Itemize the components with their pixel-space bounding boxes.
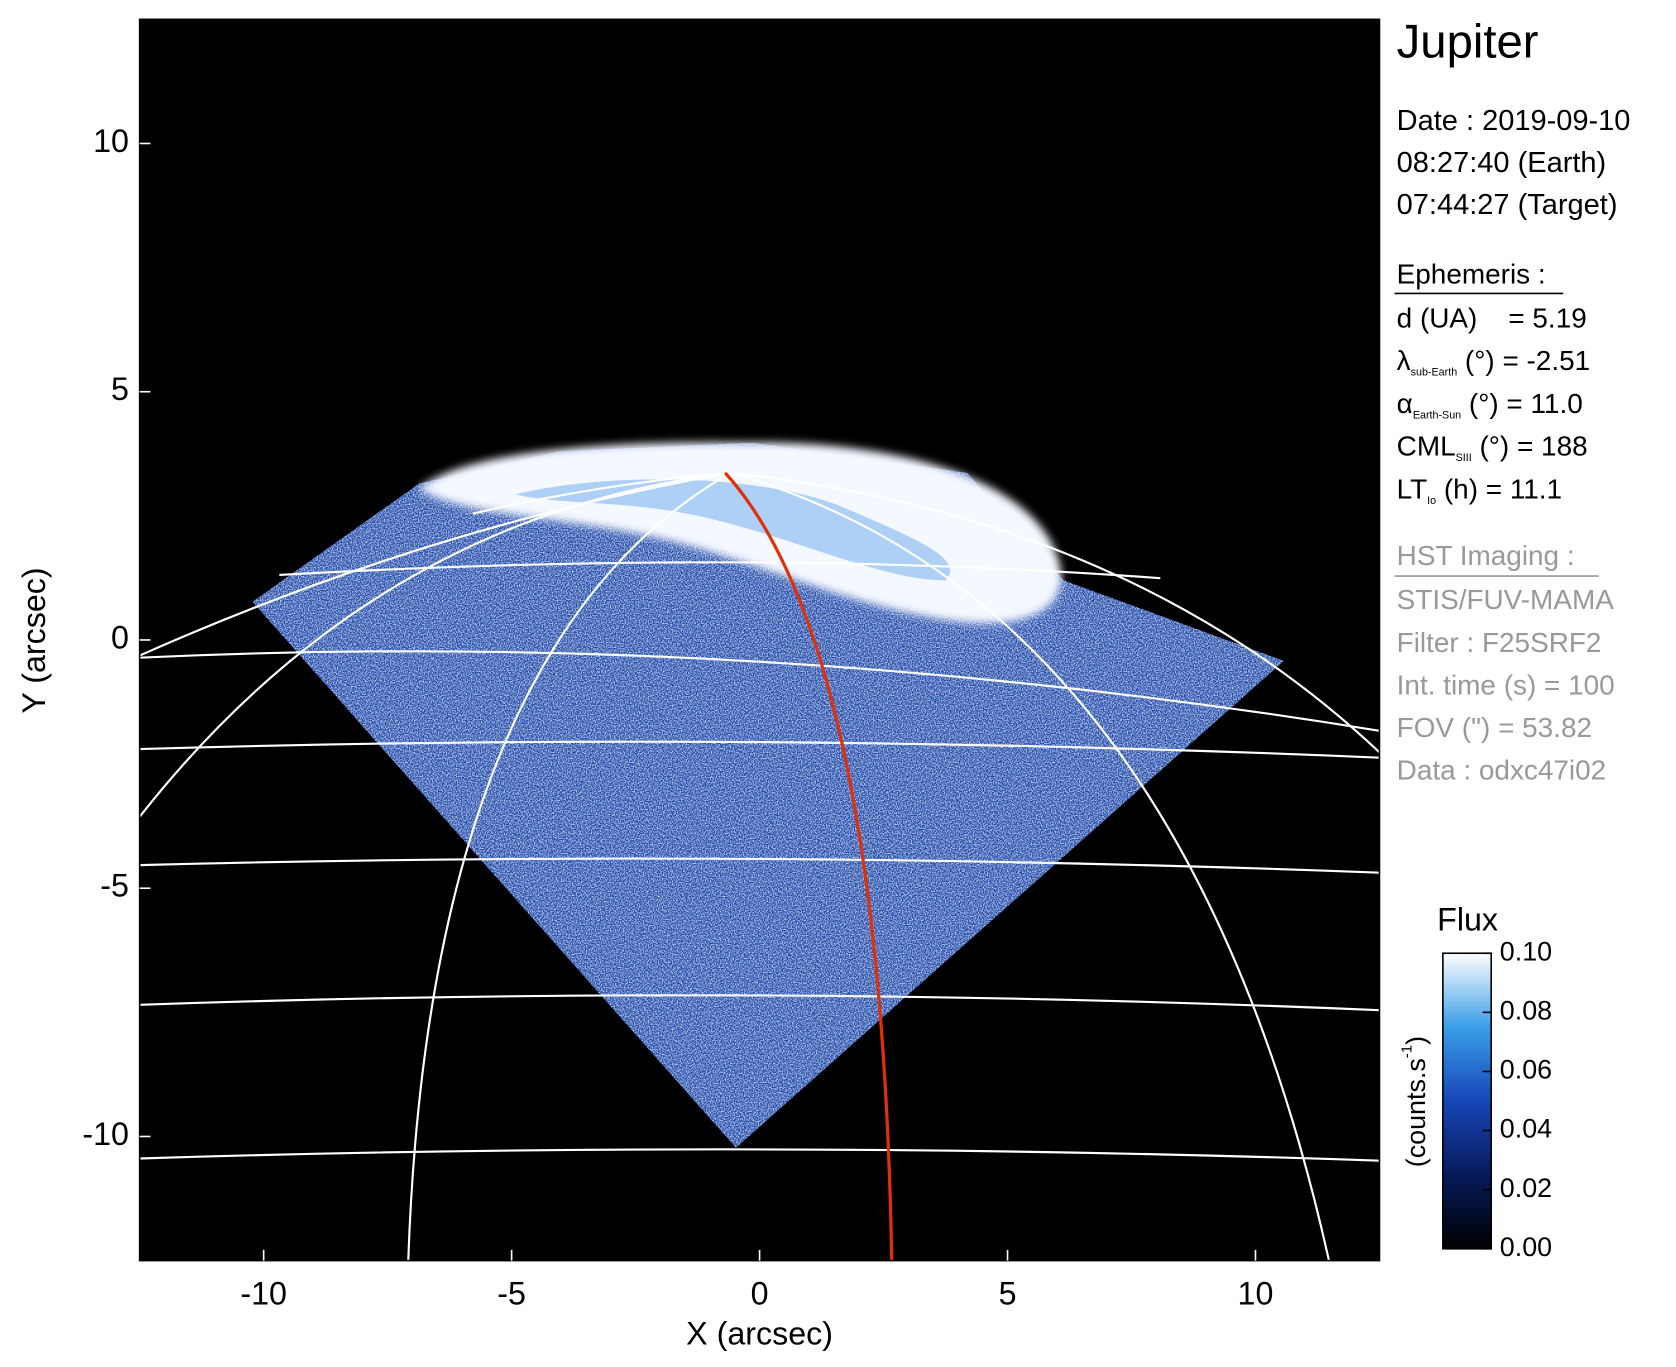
x-tick-label: 10 xyxy=(1238,1276,1274,1312)
date-line: Date : 2019-09-10 xyxy=(1397,105,1631,137)
colorbar-label-main: (counts.s xyxy=(1401,1058,1431,1167)
ephemeris-value: (°) = -2.51 xyxy=(1457,345,1590,376)
ephemeris-value: (h) = 11.1 xyxy=(1436,474,1562,505)
ephemeris-line: CMLSIII (°) = 188 xyxy=(1397,431,1588,464)
imaging-line: STIS/FUV-MAMA xyxy=(1397,584,1615,615)
ephemeris-line: αEarth-Sun (°) = 11.0 xyxy=(1397,388,1583,421)
x-tick-label: 5 xyxy=(999,1276,1017,1312)
x-tick-label: 0 xyxy=(751,1276,769,1312)
colorbar-label-end: ) xyxy=(1401,1036,1431,1045)
y-tick-label: 5 xyxy=(111,371,129,407)
ephemeris-line: d (UA) = 5.19 xyxy=(1397,303,1587,334)
colorbar-tick-label: 0.06 xyxy=(1500,1055,1552,1085)
ephemeris-symbol: CML xyxy=(1397,431,1456,462)
colorbar xyxy=(1442,952,1493,1250)
central-meridian xyxy=(723,471,894,1261)
ephemeris-value: (°) = 188 xyxy=(1472,431,1588,462)
y-tick-label: -5 xyxy=(100,868,129,904)
ephemeris-symbol: λ xyxy=(1397,345,1411,376)
colorbar-tick-label: 0.02 xyxy=(1500,1173,1552,1203)
ephemeris-line: λsub-Earth (°) = -2.51 xyxy=(1397,345,1590,378)
x-tick-label: -10 xyxy=(240,1276,287,1312)
x-tick-label: -5 xyxy=(497,1276,526,1312)
imaging-line: FOV (") = 53.82 xyxy=(1397,712,1592,743)
y-tick-label: 0 xyxy=(111,619,129,655)
imaging-line: Int. time (s) = 100 xyxy=(1397,669,1615,700)
colorbar-label-sup: -1 xyxy=(1398,1045,1415,1058)
graticule xyxy=(139,471,1380,1261)
colorbar-tick-label: 0.04 xyxy=(1500,1114,1552,1144)
colorbar-title: Flux xyxy=(1437,902,1498,938)
detector-field xyxy=(252,442,1284,1148)
ephemeris-subscript: Io xyxy=(1427,495,1436,507)
y-tick-label: -10 xyxy=(82,1116,129,1152)
ephemeris-title: Ephemeris : xyxy=(1397,259,1546,290)
imaging-line: Data : odxc47i02 xyxy=(1397,754,1607,785)
image xyxy=(139,442,1380,1261)
colorbar-tick-label: 0.10 xyxy=(1500,936,1552,966)
date-line: 08:27:40 (Earth) xyxy=(1397,147,1607,179)
colorbar-tick-label: 0.00 xyxy=(1500,1232,1552,1262)
ephemeris-symbol: α xyxy=(1397,388,1413,419)
x-axis-label: X (arcsec) xyxy=(686,1315,833,1351)
ephemeris-line: LTIo (h) = 11.1 xyxy=(1397,474,1562,507)
ephemeris-subscript: SIII xyxy=(1456,452,1472,464)
y-axis-label: Y (arcsec) xyxy=(16,567,52,713)
ephemeris-subscript: Earth-Sun xyxy=(1413,409,1461,421)
colorbar-label: (counts.s-1) xyxy=(1398,1036,1431,1167)
ephemeris-symbol: LT xyxy=(1397,474,1428,505)
date-line: 07:44:27 (Target) xyxy=(1397,189,1618,221)
target-name: Jupiter xyxy=(1397,16,1539,69)
ephemeris-subscript: sub-Earth xyxy=(1411,367,1458,379)
ephemeris-symbol: d (UA) = 5.19 xyxy=(1397,303,1587,334)
ephemeris-value: (°) = 11.0 xyxy=(1461,388,1583,419)
imaging-line: Filter : F25SRF2 xyxy=(1397,627,1602,658)
colorbar-tick-label: 0.08 xyxy=(1500,995,1552,1025)
aurora-inner xyxy=(515,479,951,581)
y-tick-label: 10 xyxy=(93,123,129,159)
imaging-title: HST Imaging : xyxy=(1397,540,1575,571)
